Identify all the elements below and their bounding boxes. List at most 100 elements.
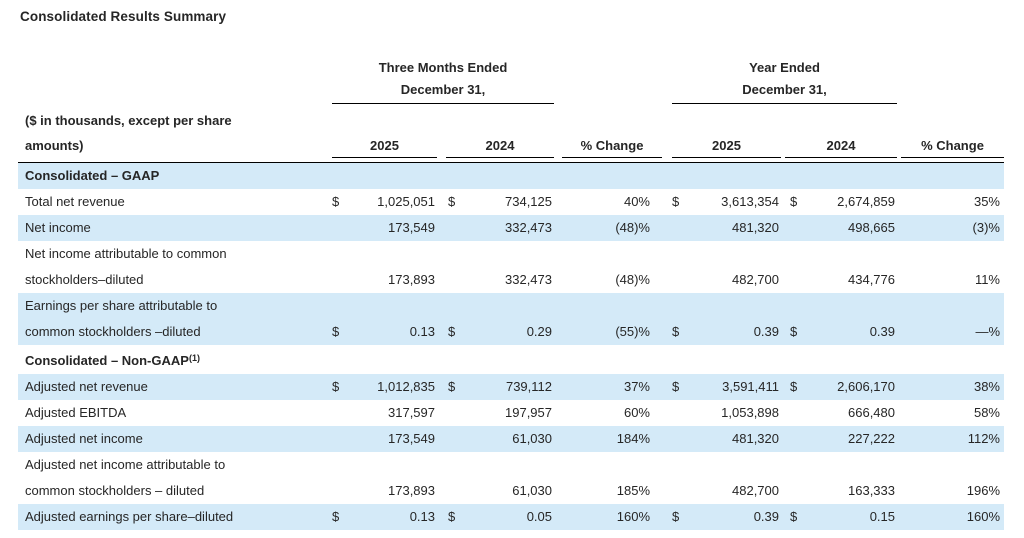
- amount-value: 0.15: [869, 509, 895, 524]
- dollar-sign: $: [790, 509, 798, 524]
- dollar-sign: $: [448, 324, 456, 339]
- amount-cell: $0.13: [332, 319, 437, 345]
- amount-cell: 173,893: [332, 478, 437, 504]
- amount-value: 173,549: [388, 431, 435, 446]
- amount-cell: $3,591,411: [672, 374, 781, 400]
- amount-value: 0.05: [526, 509, 552, 524]
- pct-change-cell: 184%: [616, 431, 650, 446]
- amount-value: 2,606,170: [837, 379, 895, 394]
- amount-value: 1,012,835: [377, 379, 435, 394]
- period-subtitle: December 31,: [742, 82, 827, 97]
- amount-value: 0.29: [526, 324, 552, 339]
- row-label: Net income: [18, 215, 332, 241]
- amount-cell: $0.39: [781, 319, 897, 345]
- amount-value: 739,112: [505, 379, 552, 394]
- three-months-ended-header: Three Months Ended December 31,: [332, 57, 554, 104]
- pct-change-cell: 40%: [623, 194, 650, 209]
- pct-change-cell: (55)%: [615, 324, 650, 339]
- dollar-sign: $: [448, 379, 456, 394]
- column-header-row: ($ in thousands, except per share amount…: [18, 104, 1004, 158]
- row-label-line: Net income: [25, 220, 91, 235]
- table-row: Adjusted net revenue $1,012,835 $739,112 37…: [18, 374, 1004, 400]
- row-label-line: Earnings per share attributable to: [25, 298, 218, 313]
- amount-value: 666,480: [848, 405, 895, 420]
- amount-cell: $0.05: [437, 504, 554, 530]
- amount-value: 173,893: [388, 272, 435, 287]
- row-label-line: Net income attributable to common: [25, 246, 227, 261]
- amount-cell: 498,665: [781, 215, 897, 241]
- amount-value: 0.39: [869, 324, 895, 339]
- dollar-sign: $: [672, 194, 680, 209]
- section-label: Consolidated – GAAP: [18, 163, 332, 189]
- amount-value: 1,025,051: [377, 194, 435, 209]
- year-ended-header: Year Ended December 31,: [672, 57, 897, 104]
- amount-cell: 666,480: [781, 400, 897, 426]
- period-subtitle: December 31,: [400, 82, 486, 97]
- amount-value: 482,700: [732, 483, 779, 498]
- dollar-sign: $: [672, 324, 680, 339]
- col-header-2024-q: 2024: [446, 138, 554, 158]
- amount-cell: $2,606,170: [781, 374, 897, 400]
- row-label-line: Adjusted net revenue: [25, 379, 148, 394]
- pct-change-cell: 60%: [623, 405, 650, 420]
- amount-cell: 197,957: [437, 400, 554, 426]
- amount-cell: 61,030: [437, 478, 554, 504]
- amount-value: 163,333: [848, 483, 895, 498]
- row-label-line: Adjusted EBITDA: [25, 405, 127, 420]
- amount-cell: 482,700: [672, 267, 781, 293]
- amount-cell: $0.39: [672, 504, 781, 530]
- col-header-2024-y: 2024: [785, 138, 897, 158]
- amount-cell: $0.39: [672, 319, 781, 345]
- row-label: Net income attributable to common stockho…: [18, 241, 332, 293]
- amount-value: 0.13: [409, 509, 435, 524]
- amount-cell: 173,549: [332, 215, 437, 241]
- amount-value: 197,957: [505, 405, 552, 420]
- pct-change-cell: (48)%: [615, 220, 650, 235]
- amount-cell: $739,112: [437, 374, 554, 400]
- row-label: Adjusted EBITDA: [18, 400, 332, 426]
- group-header-spacer: [18, 57, 332, 104]
- table-body: Consolidated – GAAP Total net revenue $1,0…: [18, 162, 1024, 530]
- table-row: Adjusted net income 173,549 61,030 184% 481,…: [18, 426, 1004, 452]
- units-note: ($ in thousands, except per share amount…: [18, 108, 332, 158]
- table-row: Adjusted earnings per share–diluted $0.13…: [18, 504, 1004, 530]
- table-row: Total net revenue $1,025,051 $734,125 40% $3…: [18, 189, 1004, 215]
- pct-change-cell: 35%: [973, 194, 1000, 209]
- pct-change-cell: 185%: [616, 483, 650, 498]
- row-label: Adjusted net income attributable to commo…: [18, 452, 332, 504]
- dollar-sign: $: [332, 194, 340, 209]
- table-row: Adjusted EBITDA 317,597 197,957 60% 1,053,89…: [18, 400, 1004, 426]
- period-group-header-row: Three Months Ended December 31, Year End…: [18, 57, 1004, 104]
- amount-value: 3,613,354: [721, 194, 779, 209]
- amount-value: 227,222: [848, 431, 895, 446]
- col-header-pct-change-y: % Change: [901, 138, 1004, 158]
- col-header-pct-change-q: % Change: [562, 138, 662, 158]
- row-label-line: common stockholders –diluted: [25, 324, 201, 339]
- amount-cell: $0.29: [437, 319, 554, 345]
- row-label-line: Consolidated – Non-GAAP(1): [25, 353, 200, 368]
- group-header-spacer: [897, 57, 1004, 104]
- table-row: Adjusted net income attributable to commo…: [18, 452, 1004, 504]
- amount-value: 332,473: [505, 272, 552, 287]
- period-title: Three Months Ended: [378, 60, 508, 75]
- amount-cell: $0.15: [781, 504, 897, 530]
- amount-cell: $1,012,835: [332, 374, 437, 400]
- table-row: Net income attributable to common stockho…: [18, 241, 1004, 293]
- dollar-sign: $: [332, 509, 340, 524]
- amount-value: 734,125: [505, 194, 552, 209]
- pct-change-cell: —%: [975, 324, 1000, 339]
- amount-value: 481,320: [732, 220, 779, 235]
- row-label-line: Adjusted net income: [25, 431, 143, 446]
- group-gap: [554, 57, 672, 104]
- col-header-2025-y: 2025: [672, 138, 781, 158]
- row-label: Total net revenue: [18, 189, 332, 215]
- amount-cell: $1,025,051: [332, 189, 437, 215]
- units-note-line2: amounts): [25, 138, 84, 153]
- row-label: Adjusted net revenue: [18, 374, 332, 400]
- row-label-line: Adjusted earnings per share–diluted: [25, 509, 234, 524]
- pct-change-cell: 160%: [966, 509, 1000, 524]
- dollar-sign: $: [672, 379, 680, 394]
- amount-value: 481,320: [732, 431, 779, 446]
- amount-value: 61,030: [512, 431, 552, 446]
